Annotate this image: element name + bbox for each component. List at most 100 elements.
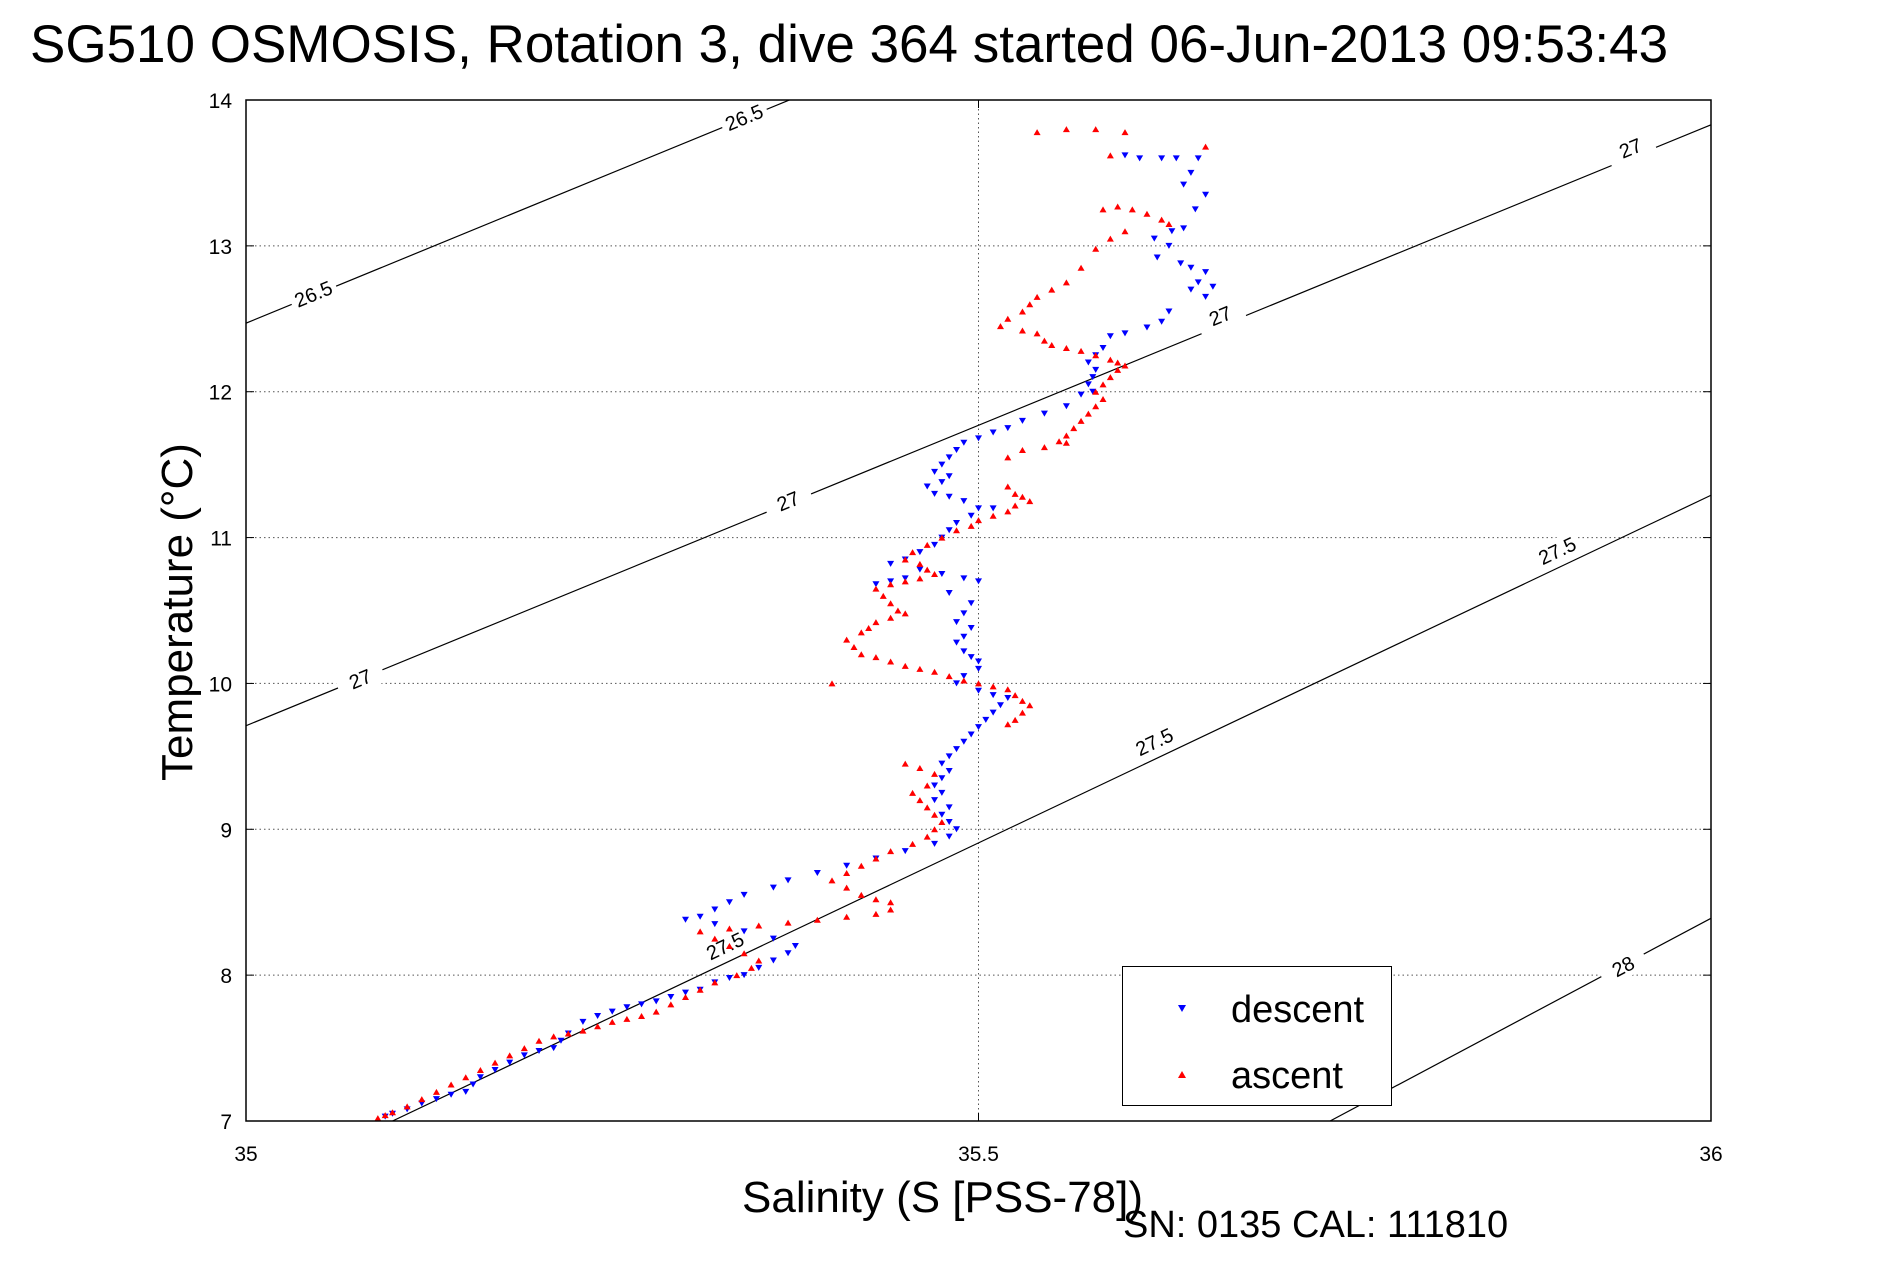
descent-point <box>506 1059 514 1066</box>
contour-label-bg <box>698 924 752 968</box>
ascent-point <box>462 1074 470 1081</box>
ascent-point <box>857 629 865 636</box>
descent-point <box>1158 318 1166 325</box>
ascent-point <box>725 925 733 932</box>
descent-point <box>638 1001 646 1008</box>
x-tick-label: 35.5 <box>958 1143 999 1166</box>
descent-point <box>579 1018 587 1025</box>
ascent-point <box>564 1030 572 1037</box>
descent-point <box>872 581 880 588</box>
descent-point <box>843 862 851 869</box>
ascent-point <box>923 541 931 548</box>
ascent-point <box>1018 493 1026 500</box>
ascent-point <box>1004 508 1012 515</box>
descent-point <box>740 891 748 898</box>
descent-point <box>967 654 975 661</box>
ascent-point <box>843 636 851 643</box>
descent-point <box>769 957 777 964</box>
ascent-point <box>857 862 865 869</box>
descent-point <box>931 797 939 804</box>
x-axis-label: Salinity (S [PSS-78]) <box>742 1173 1144 1222</box>
descent-point <box>953 447 961 454</box>
ascent-point <box>447 1081 455 1088</box>
descent-point <box>1202 293 1210 300</box>
legend-item-ascent: ascent <box>1123 1055 1391 1097</box>
descent-point <box>953 680 961 687</box>
descent-point <box>791 942 799 949</box>
ascent-point <box>931 571 939 578</box>
descent-point <box>989 505 997 512</box>
ascent-point <box>1018 709 1026 716</box>
descent-point <box>1172 155 1180 162</box>
ascent-point <box>923 804 931 811</box>
ascent-point <box>1121 228 1129 235</box>
y-axis-label: Temperature (°C) <box>153 443 202 781</box>
descent-point <box>945 589 953 596</box>
ascent-point <box>381 1112 389 1119</box>
descent-point <box>1153 254 1161 261</box>
descent-point <box>1150 235 1158 242</box>
descent-point <box>1180 225 1188 232</box>
density-contour-line <box>392 494 1711 1121</box>
contour-label-bg <box>717 100 771 138</box>
descent-point <box>462 1088 470 1095</box>
ascent-point <box>887 906 895 913</box>
ascent-point <box>975 517 982 524</box>
ascent-point <box>872 855 880 862</box>
descent-point <box>931 468 939 475</box>
descent-point <box>945 454 953 461</box>
descent-point <box>682 989 689 996</box>
descent-point <box>945 818 953 825</box>
ascent-point <box>828 877 836 884</box>
ascent-point <box>843 884 851 891</box>
descent-point <box>960 610 968 617</box>
ascent-point <box>938 818 946 825</box>
data-points <box>374 126 1217 1122</box>
descent-point <box>1099 344 1107 351</box>
ascent-point <box>740 950 748 957</box>
descent-point <box>1187 286 1195 293</box>
ascent-point <box>865 625 873 632</box>
descent-point <box>1143 324 1151 331</box>
ascent-point <box>1106 356 1114 363</box>
ascent-point <box>1143 210 1151 217</box>
descent-point <box>931 782 939 789</box>
ascent-point <box>1033 293 1041 300</box>
descent-point <box>491 1066 499 1073</box>
descent-point <box>711 906 719 913</box>
ascent-point <box>872 654 880 661</box>
ascent-point <box>747 964 755 971</box>
ascent-point <box>476 1066 484 1073</box>
descent-point <box>557 1037 565 1044</box>
contour-label-bg <box>1596 944 1650 989</box>
ascent-point <box>696 986 704 993</box>
descent-point <box>960 575 968 582</box>
legend-item-descent: descent <box>1123 989 1391 1031</box>
axis-ticks: 35 35.5 36 7 8 9 10 11 12 13 14 <box>209 90 1723 1166</box>
descent-point <box>975 578 982 585</box>
ascent-point <box>879 592 887 599</box>
descent-point <box>953 619 961 626</box>
ascent-point <box>923 782 931 789</box>
ascent-point <box>931 668 939 675</box>
ascent-point <box>1099 396 1107 403</box>
ascent-point <box>1004 315 1012 322</box>
descent-point <box>769 884 777 891</box>
triangle-up-icon <box>1178 1071 1186 1078</box>
ascent-point <box>1128 206 1136 213</box>
descent-point <box>901 848 909 855</box>
ascent-point <box>843 913 851 920</box>
descent-point <box>938 461 946 468</box>
y-tick-label: 14 <box>209 90 233 113</box>
descent-point <box>938 571 946 578</box>
descent-point <box>960 648 968 655</box>
ascent-point <box>1077 264 1085 271</box>
descent-point <box>953 746 961 753</box>
descent-point <box>953 519 961 526</box>
ascent-point <box>1106 235 1114 242</box>
ascent-point <box>594 1023 602 1030</box>
contour-label: 26.5 <box>722 101 766 136</box>
ascent-point <box>901 556 909 563</box>
descent-point <box>945 767 953 774</box>
